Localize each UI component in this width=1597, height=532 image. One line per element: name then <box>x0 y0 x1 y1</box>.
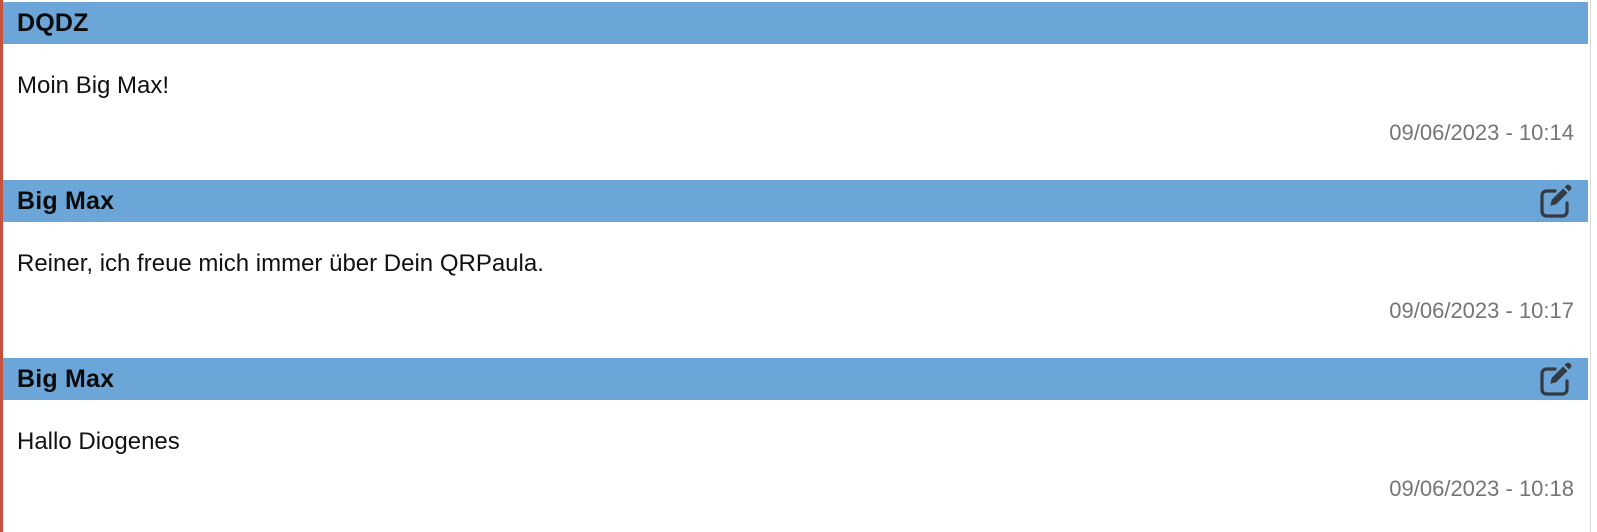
pen-square-icon <box>1538 362 1572 399</box>
message-body: Hallo Diogenes 09/06/2023 - 10:18 <box>3 400 1588 532</box>
edit-button[interactable] <box>1538 184 1572 218</box>
message-card: DQDZ Moin Big Max! 09/06/2023 - 10:14 <box>3 2 1597 180</box>
message-timestamp: 09/06/2023 - 10:14 <box>1389 120 1574 145</box>
message-card: Big Max Reiner, ich freue mich immer übe… <box>3 180 1597 358</box>
message-body: Moin Big Max! 09/06/2023 - 10:14 <box>3 44 1588 180</box>
message-author: DQDZ <box>17 8 89 37</box>
message-header: DQDZ <box>3 2 1588 44</box>
message-card: Big Max Hallo Diogenes 09/06/2023 - 10:1… <box>3 358 1597 532</box>
message-timestamp: 09/06/2023 - 10:17 <box>1389 298 1574 323</box>
edit-button[interactable] <box>1538 362 1572 396</box>
message-author: Big Max <box>17 364 115 393</box>
message-header: Big Max <box>3 180 1588 222</box>
message-text: Hallo Diogenes <box>17 428 180 455</box>
message-timestamp: 09/06/2023 - 10:18 <box>1389 476 1574 501</box>
message-text: Moin Big Max! <box>17 72 170 99</box>
message-author: Big Max <box>17 186 115 215</box>
message-text: Reiner, ich freue mich immer über Dein Q… <box>17 250 544 277</box>
message-body: Reiner, ich freue mich immer über Dein Q… <box>3 222 1588 358</box>
pen-square-icon <box>1538 184 1572 221</box>
message-header: Big Max <box>3 358 1588 400</box>
